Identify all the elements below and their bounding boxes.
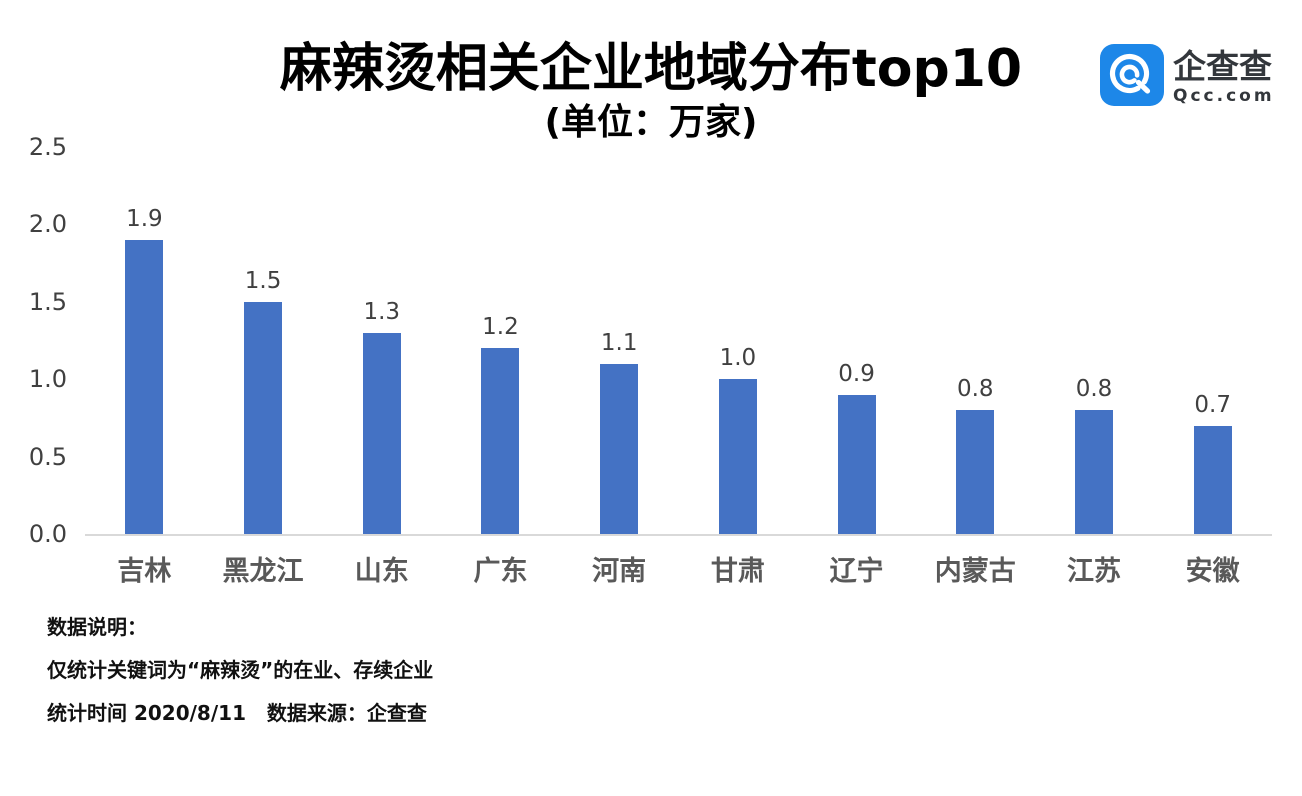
bar [362,332,401,534]
bar-chart-plot-area: 0.0 0.5 1.0 1.5 2.0 2.5 1.9 吉林 1.5 黑龙江 1.3 山东 1.2 广东… [29,135,1272,585]
bar [481,348,520,534]
x-axis-category-label: 山东 [354,556,409,587]
logo-domain-name: Qcc.com [1173,85,1275,106]
bar-value-label: 0.8 [956,376,994,403]
chart-unit-subtitle: (单位：万家) [544,102,758,143]
footnote-source: 统计时间 2020/8/11 数据来源：企查查 [47,701,427,725]
bar [244,301,283,534]
bar-slot: 0.9 辽宁 [797,147,916,585]
bar [1074,410,1113,534]
x-axis-category-label: 吉林 [117,556,172,587]
bar-slot: 1.9 吉林 [85,147,204,585]
bar-value-label: 1.0 [719,345,757,372]
qcc-logo-icon [1100,44,1164,110]
x-axis-category-label: 内蒙古 [934,556,1016,587]
footnotes: 数据说明： 仅统计关键词为“麻辣烫”的在业、存续企业 统计时间 2020/8/1… [47,617,433,746]
bar [956,410,995,534]
logo-brand-name: 企查查 [1173,46,1272,86]
bar-slot: 1.5 黑龙江 [204,147,323,585]
bar-slot: 0.7 安徽 [1153,147,1272,585]
chart-title: 麻辣烫相关企业地域分布top10 [279,39,1023,99]
bar-value-label: 1.5 [244,267,282,294]
x-axis-category-label: 黑龙江 [222,556,304,587]
x-axis-category-label: 河南 [592,556,647,587]
bar-value-label: 1.2 [482,314,519,341]
bar [837,394,876,534]
qcc-logo-text: 企查查 Qcc.com [1173,50,1275,105]
y-axis-tick: 2.0 [28,210,67,239]
bar-slot: 1.3 山东 [322,147,441,585]
y-axis-tick: 0.5 [28,442,67,471]
bar-value-label: 1.1 [600,329,638,356]
y-axis-tick-labels: 0.0 0.5 1.0 1.5 2.0 2.5 [29,135,1272,546]
x-axis-category-label: 甘肃 [710,556,765,587]
y-axis-tick: 1.5 [28,287,67,316]
x-axis-category-label: 安徽 [1185,556,1240,587]
bar [1193,425,1232,534]
x-axis-category-label: 辽宁 [829,556,884,587]
bar-slot: 1.0 甘肃 [679,147,798,585]
bar-slot: 0.8 内蒙古 [916,147,1035,585]
bar-slot: 1.2 广东 [441,147,560,585]
bar-value-label: 1.9 [126,205,163,232]
y-axis-tick: 0.0 [28,520,67,548]
footnote-scope: 仅统计关键词为“麻辣烫”的在业、存续企业 [47,658,434,682]
bar-value-label: 0.9 [838,360,875,387]
x-axis-category-label: 江苏 [1066,556,1121,587]
bar-value-label: 1.3 [363,298,401,325]
qcc-logo: 企查查 Qcc.com [1100,44,1275,110]
x-axis-category-label: 广东 [473,556,528,587]
bar [600,363,639,534]
bar [718,379,757,534]
bar-value-label: 0.7 [1194,391,1231,418]
footnote-heading: 数据说明： [47,615,147,639]
bar-series: 1.9 吉林 1.5 黑龙江 1.3 山东 1.2 广东 1.1 河南 1.0 甘肃 0.9 辽宁 0.8 内… [85,147,1272,585]
bar-slot: 1.1 河南 [560,147,679,585]
bar [125,239,164,534]
y-axis-tick: 2.5 [28,133,67,161]
y-axis-tick: 1.0 [28,365,67,394]
bar-value-label: 0.8 [1075,376,1113,403]
bar-slot: 0.8 江苏 [1035,147,1154,585]
